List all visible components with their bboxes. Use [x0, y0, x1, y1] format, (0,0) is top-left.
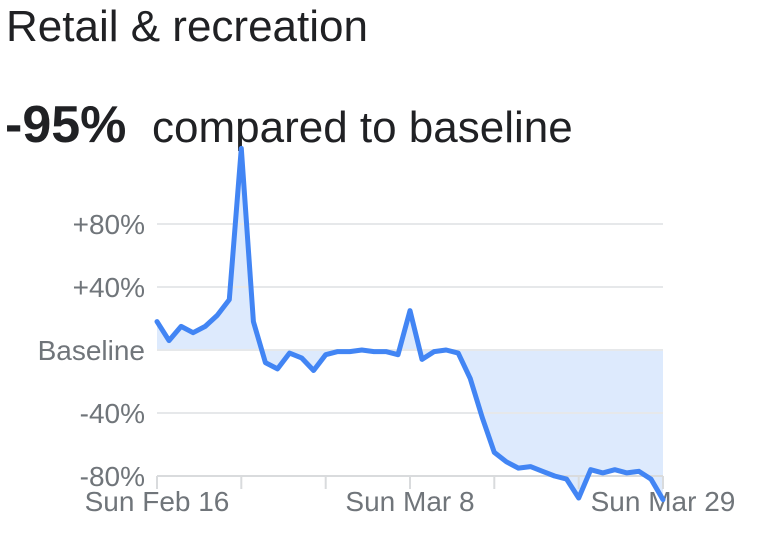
chart-title: Retail & recreation — [6, 2, 368, 51]
headline-percentage: -95% — [5, 96, 127, 154]
trend-line — [154, 145, 666, 503]
y-axis-label: Baseline — [38, 335, 145, 366]
y-axis-label: -40% — [80, 398, 145, 429]
x-axis-label: Sun Mar 8 — [345, 486, 474, 517]
x-axis-label: Sun Feb 16 — [85, 486, 230, 517]
y-axis-label: +40% — [73, 272, 145, 303]
y-axis-label: -80% — [80, 461, 145, 492]
headline-caption: compared to baseline — [152, 103, 573, 152]
area-fill — [157, 148, 663, 500]
y-axis-label: +80% — [73, 209, 145, 240]
